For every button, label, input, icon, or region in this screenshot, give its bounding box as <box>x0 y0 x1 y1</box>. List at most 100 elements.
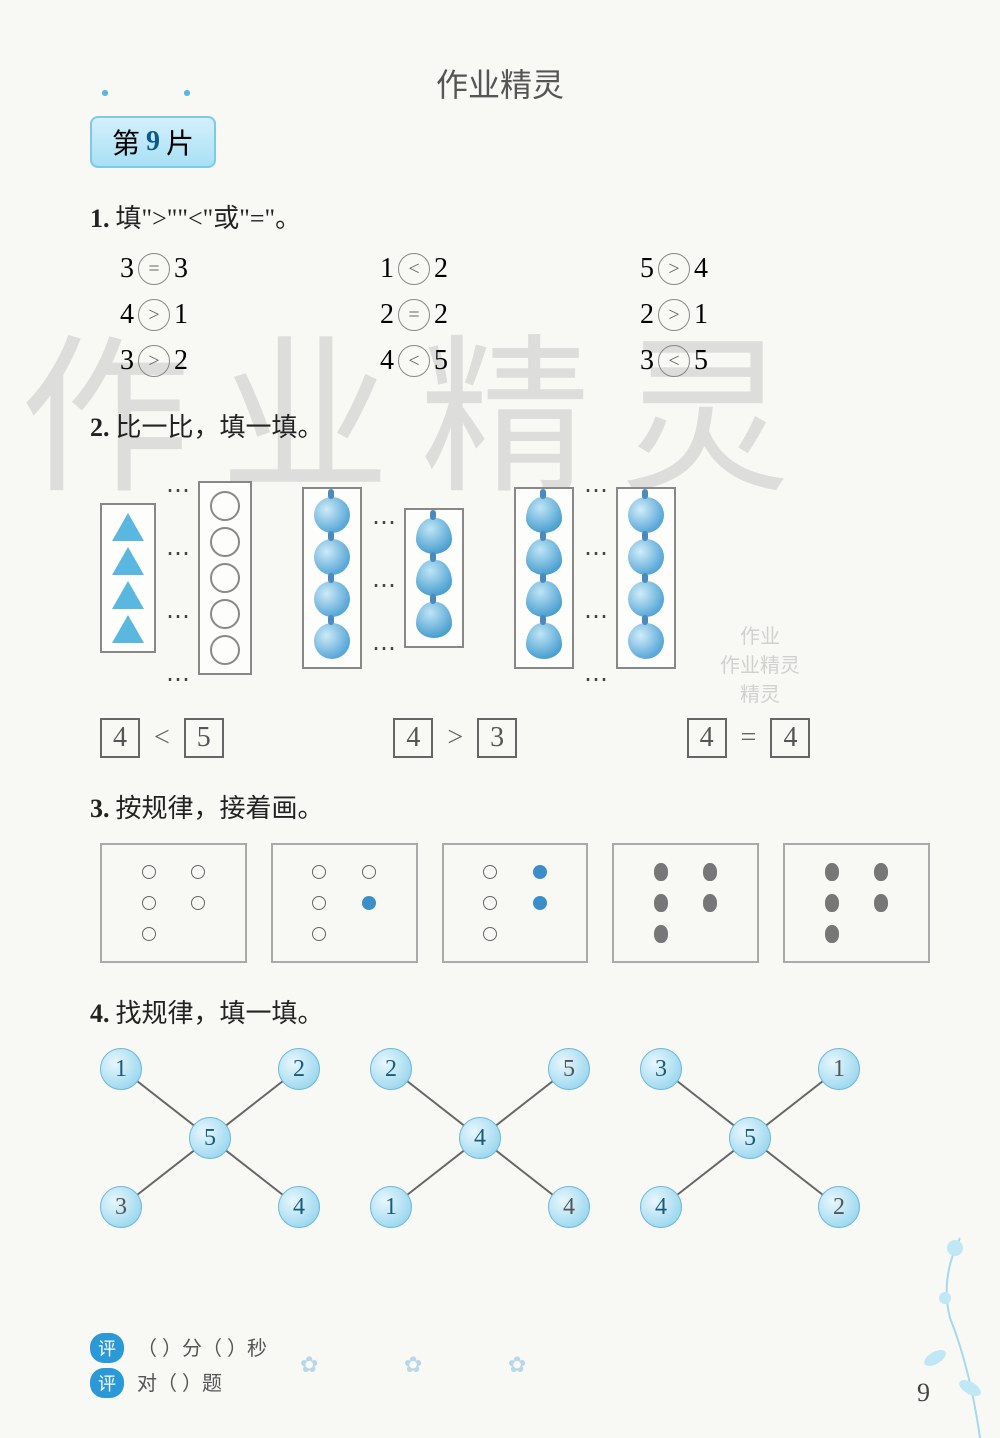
node-bottom-right: 4 <box>278 1186 320 1228</box>
pattern-dot <box>142 896 156 910</box>
node-center: 5 <box>729 1117 771 1159</box>
answer-box: 4 <box>100 718 140 758</box>
q4-diagrams-row: 1 2 5 3 4 2 5 4 1 4 3 1 5 4 2 <box>90 1048 930 1228</box>
answer-op: < <box>154 722 170 754</box>
compare-cell: 3>2 <box>120 345 340 377</box>
answer-op: > <box>447 722 463 754</box>
pattern-dot <box>825 863 839 881</box>
question-4: 4.找规律，填一填。 1 2 5 3 4 2 5 4 1 4 3 1 5 4 2 <box>70 993 930 1228</box>
question-2: 2.比一比，填一填。 ⋯⋯⋯⋯ ⋯⋯⋯ ⋯⋯⋯⋯ 4 < 5 4 > 3 4 =… <box>70 407 930 758</box>
eval-badge-2: 评 <box>90 1368 124 1398</box>
corner-plant-decoration <box>880 1218 1000 1438</box>
pattern-dot <box>362 865 376 879</box>
question-3: 3.按规律，接着画。 <box>70 788 930 963</box>
pattern-dot <box>874 863 888 881</box>
node-top-right: 2 <box>278 1048 320 1090</box>
pattern-dot <box>654 863 668 881</box>
q4-title: 4.找规律，填一填。 <box>90 993 930 1030</box>
shape-column-right <box>616 487 676 669</box>
shape-column-left <box>514 487 574 669</box>
shape-pair-group: ⋯⋯⋯⋯ <box>514 462 676 694</box>
shape-pair-group: ⋯⋯⋯ <box>302 462 464 694</box>
pattern-dot <box>483 865 497 879</box>
node-bottom-left: 1 <box>370 1186 412 1228</box>
pattern-dot <box>483 896 497 910</box>
compare-cell: 3=3 <box>120 253 340 285</box>
q4-number: 4. <box>90 999 110 1028</box>
q2-shapes-row: ⋯⋯⋯⋯ ⋯⋯⋯ ⋯⋯⋯⋯ <box>90 462 930 694</box>
pattern-dot <box>825 925 839 943</box>
answer-group: 4 > 3 <box>393 718 636 758</box>
q1-number: 1. <box>90 204 110 233</box>
pattern-dot <box>703 894 717 912</box>
q2-answers-row: 4 < 5 4 > 3 4 = 4 <box>90 718 930 758</box>
node-top-right: 1 <box>818 1048 860 1090</box>
pattern-dot <box>654 925 668 943</box>
footer-eval: 评 （ ）分（ ）秒 评 对（ ）题 <box>90 1332 267 1398</box>
dots-between: ⋯⋯⋯ <box>372 494 394 663</box>
pattern-dot <box>825 894 839 912</box>
q3-pattern-row <box>90 843 930 963</box>
q3-text: 按规律，接着画。 <box>116 794 324 823</box>
q2-number: 2. <box>90 413 110 442</box>
answer-box: 3 <box>477 718 517 758</box>
pattern-box <box>100 843 247 963</box>
answer-box: 4 <box>770 718 810 758</box>
dots-between: ⋯⋯⋯⋯ <box>584 462 606 694</box>
q1-text: 填">""<"或"="。 <box>116 204 302 233</box>
pattern-dot <box>362 896 376 910</box>
shape-column-left <box>302 487 362 669</box>
q3-title: 3.按规律，接着画。 <box>90 788 930 825</box>
node-top-left: 3 <box>640 1048 682 1090</box>
compare-cell: 1<2 <box>380 253 600 285</box>
node-bottom-right: 2 <box>818 1186 860 1228</box>
node-top-left: 2 <box>370 1048 412 1090</box>
pattern-box <box>271 843 418 963</box>
pattern-dot <box>312 927 326 941</box>
q2-text: 比一比，填一填。 <box>116 413 324 442</box>
lesson-number: 9 <box>146 126 160 158</box>
pattern-dot <box>191 896 205 910</box>
eval-line1: （ ）分（ ）秒 <box>137 1338 267 1360</box>
pattern-dot <box>312 865 326 879</box>
compare-cell: 5>4 <box>640 253 860 285</box>
compare-cell: 4<5 <box>380 345 600 377</box>
lesson-prefix: 第 <box>112 122 140 162</box>
answer-op: = <box>741 722 757 754</box>
shape-column-right <box>198 481 252 675</box>
cross-diagram: 2 5 4 1 4 <box>370 1048 590 1228</box>
pattern-dot <box>703 863 717 881</box>
question-1: 1.填">""<"或"="。 3=31<25>44>12=22>13>24<53… <box>70 198 930 377</box>
answer-group: 4 = 4 <box>687 718 930 758</box>
shape-pair-group: ⋯⋯⋯⋯ <box>100 462 252 694</box>
node-top-right: 5 <box>548 1048 590 1090</box>
node-bottom-right: 4 <box>548 1186 590 1228</box>
eval-badge-1: 评 <box>90 1333 124 1363</box>
pattern-dot <box>533 865 547 879</box>
shape-column-left <box>100 503 156 653</box>
pattern-dot <box>312 896 326 910</box>
node-center: 5 <box>189 1117 231 1159</box>
node-center: 4 <box>459 1117 501 1159</box>
pattern-box <box>442 843 589 963</box>
cross-diagram: 1 2 5 3 4 <box>100 1048 320 1228</box>
answer-box: 4 <box>393 718 433 758</box>
pattern-dot <box>533 896 547 910</box>
q2-title: 2.比一比，填一填。 <box>90 407 930 444</box>
lesson-suffix: 片 <box>166 122 194 162</box>
answer-box: 5 <box>184 718 224 758</box>
compare-cell: 4>1 <box>120 299 340 331</box>
node-bottom-left: 4 <box>640 1186 682 1228</box>
compare-cell: 2=2 <box>380 299 600 331</box>
eval-line2: 对（ ）题 <box>137 1373 222 1395</box>
pattern-dot <box>142 865 156 879</box>
pattern-dot <box>483 927 497 941</box>
watermark-stamp: 作业 作业精灵 精灵 <box>720 620 800 707</box>
answer-group: 4 < 5 <box>100 718 343 758</box>
q4-text: 找规律，填一填。 <box>116 999 324 1028</box>
compare-cell: 2>1 <box>640 299 860 331</box>
answer-box: 4 <box>687 718 727 758</box>
shape-column-right <box>404 508 464 648</box>
q1-title: 1.填">""<"或"="。 <box>90 198 930 235</box>
flower-decoration: ✿ ✿ ✿ <box>300 1352 566 1378</box>
